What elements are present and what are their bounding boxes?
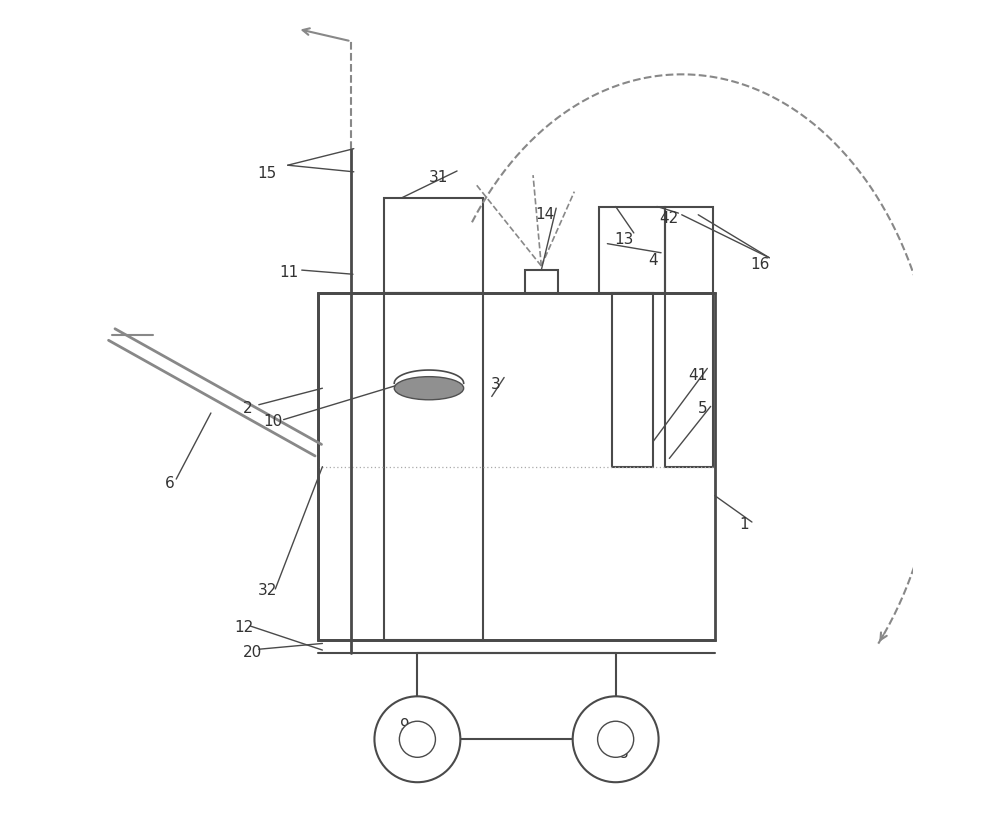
Text: 2: 2 [243, 401, 253, 416]
Text: 11: 11 [280, 265, 299, 280]
Bar [612, 293, 653, 467]
Text: 8: 8 [619, 746, 629, 761]
Bar [599, 206, 665, 293]
Text: 20: 20 [243, 645, 262, 660]
Text: 32: 32 [257, 583, 277, 598]
Text: 15: 15 [257, 166, 277, 181]
Ellipse shape [394, 377, 464, 400]
Text: 5: 5 [698, 401, 707, 416]
Bar [665, 206, 713, 467]
Bar [384, 198, 483, 293]
Text: 31: 31 [428, 170, 448, 185]
Text: 42: 42 [660, 211, 679, 226]
Circle shape [598, 721, 634, 757]
Bar [525, 270, 558, 293]
Text: 9: 9 [400, 718, 410, 733]
Text: 16: 16 [751, 257, 770, 272]
Circle shape [573, 696, 659, 782]
Text: 4: 4 [648, 253, 658, 268]
Text: 41: 41 [689, 368, 708, 383]
Bar [384, 293, 483, 640]
Bar [318, 293, 715, 640]
Text: 14: 14 [536, 207, 555, 222]
Text: 3: 3 [491, 377, 501, 392]
Circle shape [399, 721, 435, 757]
Circle shape [374, 696, 460, 782]
Text: 1: 1 [739, 517, 748, 532]
Text: 12: 12 [234, 620, 254, 635]
Text: 6: 6 [165, 476, 174, 491]
Text: 13: 13 [614, 232, 634, 247]
Text: 10: 10 [263, 414, 282, 429]
